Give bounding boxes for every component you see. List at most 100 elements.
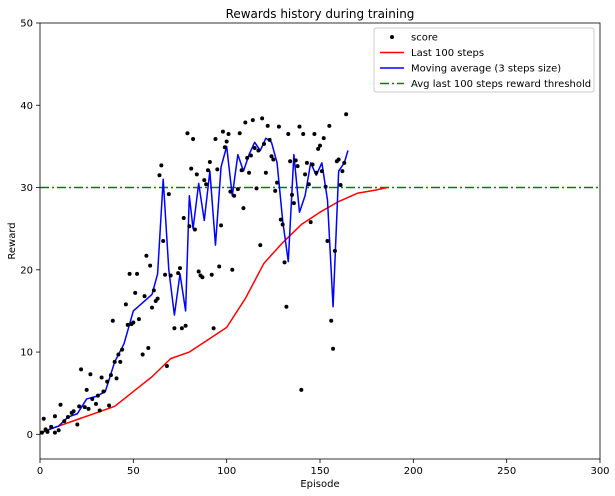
score-point — [239, 168, 244, 173]
score-point — [219, 223, 224, 228]
score-point — [131, 320, 136, 325]
chart-title: Rewards history during training — [226, 7, 415, 21]
score-point — [329, 318, 334, 323]
score-point — [120, 347, 125, 352]
score-point — [86, 406, 91, 411]
score-point — [181, 215, 186, 220]
y-tick-label: 20 — [20, 265, 33, 276]
score-point — [204, 182, 209, 187]
score-point — [179, 326, 184, 331]
score-point — [142, 294, 147, 299]
score-point — [88, 372, 93, 377]
score-point — [62, 419, 67, 424]
score-point — [267, 137, 272, 142]
score-point — [196, 269, 201, 274]
legend-label: Avg last 100 steps reward threshold — [411, 79, 591, 90]
legend-entry: Last 100 steps — [380, 48, 484, 59]
score-point — [172, 326, 177, 331]
score-point — [112, 359, 117, 364]
x-tick-label: 0 — [37, 466, 43, 477]
score-point — [133, 290, 138, 295]
score-point — [243, 120, 248, 125]
score-point — [336, 157, 341, 162]
y-tick-label: 50 — [20, 19, 33, 30]
score-point — [71, 409, 76, 414]
axes: 0 50 100 150 200 250 300 0 10 20 30 40 50 — [20, 19, 609, 478]
score-point — [228, 189, 233, 194]
score-point — [293, 158, 298, 163]
score-point — [202, 178, 207, 183]
score-point — [319, 169, 324, 174]
score-point — [224, 139, 229, 144]
score-point — [284, 304, 289, 309]
score-point — [323, 184, 328, 189]
legend-label: Moving average (3 steps size) — [411, 64, 561, 75]
score-point — [52, 430, 57, 435]
score-point — [58, 402, 63, 407]
score-point — [40, 430, 44, 435]
score-point — [230, 267, 235, 272]
score-point — [189, 166, 194, 171]
score-point — [276, 124, 281, 129]
score-point — [306, 182, 311, 187]
score-point — [211, 326, 216, 331]
score-point — [155, 296, 160, 301]
x-axis-title: Episode — [300, 479, 339, 490]
score-point — [344, 112, 349, 117]
score-point — [303, 172, 308, 177]
score-point — [282, 260, 287, 265]
y-tick-label: 10 — [20, 348, 33, 359]
score-point — [308, 220, 313, 225]
score-point — [280, 222, 285, 227]
score-point — [123, 302, 128, 307]
score-point — [295, 164, 300, 169]
score-point — [79, 367, 84, 372]
score-point — [316, 146, 321, 151]
score-point — [150, 305, 154, 310]
score-point — [161, 239, 166, 243]
score-point — [301, 132, 306, 137]
legend-label: score — [411, 33, 438, 44]
score-point — [146, 345, 151, 350]
legend-marker-score — [390, 35, 394, 39]
score-point — [222, 145, 227, 150]
y-tick-label: 30 — [20, 183, 33, 194]
score-point — [200, 275, 205, 280]
score-point — [90, 396, 95, 401]
score-point — [213, 136, 218, 141]
score-point — [327, 123, 332, 128]
score-point — [110, 318, 115, 323]
score-point — [262, 141, 266, 146]
score-point — [278, 217, 283, 222]
x-tick-label: 200 — [404, 466, 423, 477]
score-point — [105, 379, 110, 384]
score-point — [271, 157, 276, 162]
score-point — [151, 288, 156, 293]
score-point — [56, 428, 61, 433]
score-point — [99, 375, 104, 380]
score-point — [192, 227, 197, 232]
score-point — [127, 271, 132, 276]
score-point — [166, 192, 171, 197]
legend-entry: Moving average (3 steps size) — [380, 64, 561, 75]
score-point — [286, 132, 291, 137]
y-tick-label: 40 — [20, 101, 33, 112]
score-point — [237, 131, 242, 136]
score-point — [220, 129, 225, 134]
score-point — [82, 405, 87, 410]
x-tick-label: 300 — [590, 466, 609, 477]
score-point — [269, 154, 274, 159]
score-point — [263, 170, 268, 175]
score-point — [114, 376, 119, 381]
score-point — [304, 160, 309, 165]
score-point — [49, 424, 54, 429]
score-point — [291, 201, 296, 206]
score-point — [97, 408, 102, 413]
score-point — [108, 373, 113, 378]
score-point — [207, 160, 212, 165]
legend: score Last 100 steps Moving average (3 ste… — [373, 27, 595, 93]
score-point — [107, 403, 112, 408]
score-point — [215, 167, 220, 172]
score-point — [256, 148, 261, 153]
score-point — [340, 169, 345, 174]
